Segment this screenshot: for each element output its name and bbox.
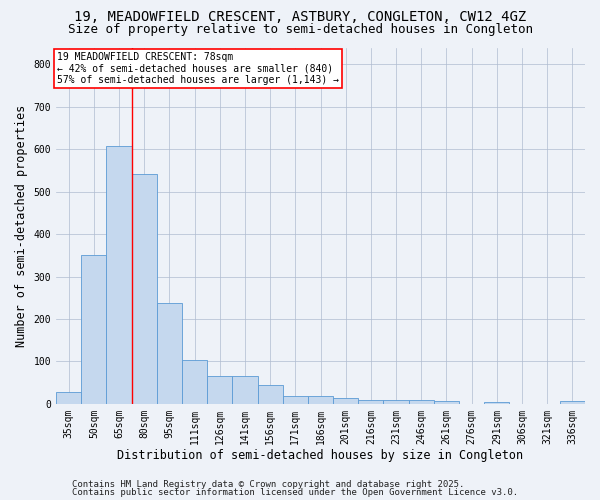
- Bar: [560, 402, 585, 404]
- Bar: [232, 376, 257, 404]
- Bar: [283, 396, 308, 404]
- Bar: [333, 398, 358, 404]
- Text: 19, MEADOWFIELD CRESCENT, ASTBURY, CONGLETON, CW12 4GZ: 19, MEADOWFIELD CRESCENT, ASTBURY, CONGL…: [74, 10, 526, 24]
- Y-axis label: Number of semi-detached properties: Number of semi-detached properties: [15, 104, 28, 347]
- Bar: [106, 146, 131, 404]
- Text: Size of property relative to semi-detached houses in Congleton: Size of property relative to semi-detach…: [67, 22, 533, 36]
- Bar: [257, 385, 283, 404]
- Bar: [207, 376, 232, 404]
- Bar: [434, 402, 459, 404]
- Bar: [409, 400, 434, 404]
- Text: Contains HM Land Registry data © Crown copyright and database right 2025.: Contains HM Land Registry data © Crown c…: [72, 480, 464, 489]
- Text: 19 MEADOWFIELD CRESCENT: 78sqm
← 42% of semi-detached houses are smaller (840)
5: 19 MEADOWFIELD CRESCENT: 78sqm ← 42% of …: [58, 52, 340, 85]
- Bar: [56, 392, 81, 404]
- X-axis label: Distribution of semi-detached houses by size in Congleton: Distribution of semi-detached houses by …: [118, 450, 524, 462]
- Bar: [358, 400, 383, 404]
- Bar: [383, 400, 409, 404]
- Bar: [308, 396, 333, 404]
- Bar: [81, 256, 106, 404]
- Bar: [157, 303, 182, 404]
- Text: Contains public sector information licensed under the Open Government Licence v3: Contains public sector information licen…: [72, 488, 518, 497]
- Bar: [484, 402, 509, 404]
- Bar: [182, 360, 207, 404]
- Bar: [131, 174, 157, 404]
